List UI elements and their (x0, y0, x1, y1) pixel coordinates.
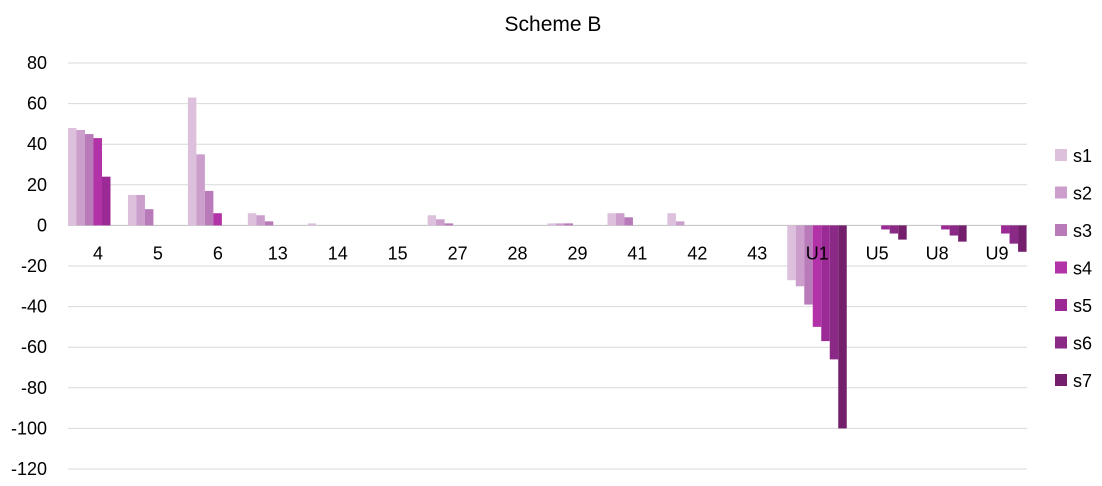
bar-s1-5 (127, 194, 137, 226)
legend: s1 s2 s3 s4 s5 s6 s7 (1055, 146, 1092, 391)
bar-s1-6 (187, 97, 197, 226)
x-tick-label-7: 28 (508, 243, 528, 263)
bar-s3-27 (444, 223, 454, 226)
bar-s7-U9 (1018, 225, 1027, 252)
x-tick-label-10: 42 (687, 243, 707, 263)
bar-s3-29 (564, 223, 573, 226)
x-tick-label-15: U9 (986, 243, 1009, 263)
legend-label-s6: s6 (1073, 334, 1092, 354)
chart-title: Scheme B (505, 13, 602, 36)
legend-swatch-s1 (1055, 149, 1067, 161)
bar-s1-42 (667, 213, 676, 226)
bar-s1-29 (547, 223, 556, 226)
y-tick-label-3: 20 (27, 175, 47, 195)
bar-s1-13 (247, 213, 257, 226)
bar-s1-41 (607, 213, 616, 226)
bar-s7-U8 (958, 225, 967, 242)
y-axis-tick-labels: 80 60 40 20 0 -20 -40 -60 -80 -100 -120 (11, 53, 47, 479)
legend-swatch-s2 (1055, 186, 1067, 199)
x-tick-label-1: 5 (153, 243, 163, 263)
legend-label-s3: s3 (1073, 221, 1092, 241)
x-tick-label-0: 4 (93, 243, 103, 263)
legend-label-s4: s4 (1073, 259, 1092, 279)
legend-swatch-s6 (1055, 336, 1067, 349)
legend-label-s5: s5 (1073, 296, 1092, 316)
legend-swatch-s3 (1055, 224, 1067, 236)
x-tick-label-14: U8 (926, 243, 949, 263)
y-tick-label-5: -20 (21, 256, 47, 276)
x-tick-label-5: 15 (388, 243, 408, 263)
bar-s2-5 (136, 194, 145, 226)
bar-s1-4 (68, 127, 77, 226)
y-tick-label-6: -40 (21, 297, 47, 317)
x-tick-label-8: 29 (567, 243, 587, 263)
legend-label-s1: s1 (1073, 146, 1092, 166)
bar-s2-41 (615, 213, 625, 226)
bar-s4-4 (93, 138, 102, 226)
y-tick-label-4: 0 (37, 215, 47, 235)
bar-s5-U8 (941, 225, 950, 230)
legend-label-s7: s7 (1073, 371, 1092, 391)
bar-s2-13 (256, 215, 265, 226)
bar-s3-41 (624, 217, 633, 226)
x-tick-label-9: 41 (627, 243, 647, 263)
bar-s2-42 (675, 221, 685, 226)
x-axis-tick-labels: 4 5 6 13 14 15 27 28 29 41 42 43 U1 U5 U8 U9 (93, 243, 1009, 263)
gridlines (68, 62, 1027, 470)
bar-s7-U5 (898, 225, 907, 240)
bar-s3-5 (144, 209, 154, 226)
y-tick-label-9: -100 (11, 418, 47, 438)
y-tick-label-2: 40 (27, 134, 47, 154)
bar-s6-U8 (949, 225, 959, 236)
bar-s4-6 (213, 213, 222, 226)
bar-s3-U1 (804, 225, 813, 305)
bar-s5-U1 (821, 225, 830, 342)
y-tick-label-10: -120 (11, 459, 47, 479)
legend-label-s2: s2 (1073, 184, 1092, 204)
x-tick-label-12: U1 (806, 243, 829, 263)
y-tick-label-8: -80 (21, 378, 47, 398)
bar-s2-U1 (795, 225, 805, 287)
bar-s6-U9 (1009, 225, 1019, 244)
y-tick-label-1: 60 (27, 94, 47, 114)
bar-s2-29 (556, 223, 565, 226)
bar-s6-U1 (829, 225, 839, 360)
bar-s2-4 (76, 129, 85, 226)
bar-s5-4 (102, 176, 111, 226)
legend-swatch-s5 (1055, 299, 1067, 311)
x-tick-label-4: 14 (328, 243, 348, 263)
bars (68, 97, 1027, 429)
x-tick-label-6: 27 (448, 243, 468, 263)
bar-s2-6 (196, 154, 205, 226)
bar-s4-U1 (812, 225, 822, 327)
bar-s6-U5 (889, 225, 899, 234)
legend-swatch-s7 (1055, 374, 1067, 386)
bar-s5-U9 (1001, 225, 1010, 234)
bar-s1-14 (307, 223, 317, 226)
x-tick-label-3: 13 (268, 243, 288, 263)
y-tick-label-0: 80 (27, 53, 47, 73)
bar-s2-27 (436, 219, 445, 226)
legend-swatch-s4 (1055, 261, 1067, 274)
bar-s1-U1 (787, 225, 796, 281)
bar-s5-U5 (881, 225, 890, 230)
y-tick-label-7: -60 (21, 337, 47, 357)
x-tick-label-13: U5 (866, 243, 889, 263)
bar-s3-6 (204, 190, 214, 226)
bar-s1-27 (427, 215, 437, 226)
x-tick-label-11: 43 (747, 243, 767, 263)
x-tick-label-2: 6 (213, 243, 223, 263)
bar-s3-4 (85, 134, 94, 226)
bar-s7-U1 (838, 225, 847, 429)
bar-s3-13 (264, 221, 274, 226)
